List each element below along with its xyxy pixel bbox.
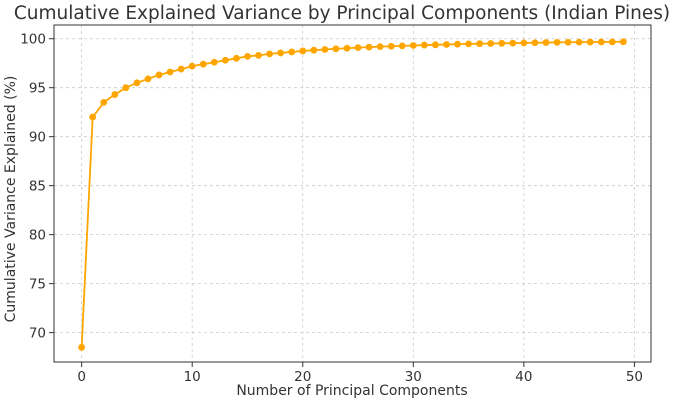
data-point	[122, 84, 130, 92]
data-point	[509, 39, 517, 47]
data-point	[78, 343, 86, 351]
data-point	[155, 71, 163, 79]
data-point	[465, 40, 472, 48]
x-tick-label: 0	[77, 369, 86, 385]
data-point	[608, 38, 616, 46]
data-point	[520, 39, 528, 47]
data-point	[310, 46, 318, 54]
y-tick-label: 90	[29, 130, 46, 146]
y-tick-label: 80	[29, 228, 46, 244]
plot-frame	[53, 24, 652, 363]
data-point	[365, 43, 373, 51]
data-point	[387, 42, 395, 50]
y-tick-label: 100	[20, 32, 46, 48]
data-point	[100, 98, 108, 106]
x-tick-label: 10	[184, 369, 201, 385]
data-point	[553, 38, 561, 46]
data-point	[233, 54, 240, 62]
data-point	[177, 65, 185, 73]
y-tick-label: 75	[29, 277, 46, 293]
data-point	[133, 79, 141, 87]
data-point	[299, 47, 307, 55]
data-point	[575, 38, 583, 46]
data-point	[321, 46, 329, 53]
data-point	[619, 38, 627, 46]
data-point	[188, 62, 196, 70]
y-axis-label: Cumulative Variance Explained (%)	[3, 76, 19, 323]
data-point	[498, 39, 506, 47]
data-point	[199, 60, 207, 68]
data-point	[409, 42, 417, 49]
data-point	[476, 40, 484, 48]
data-point	[277, 49, 285, 57]
data-point	[221, 56, 229, 64]
grid-lines	[54, 25, 651, 362]
y-tick-label: 95	[29, 81, 46, 97]
y-tick-label: 70	[29, 326, 46, 342]
data-point	[343, 44, 351, 52]
data-point	[487, 40, 495, 47]
data-point	[564, 38, 572, 46]
series-line-group	[78, 38, 627, 351]
x-axis-label: Number of Principal Components	[236, 383, 467, 399]
data-point	[111, 91, 119, 98]
y-tick-label: 85	[29, 179, 46, 195]
data-point	[354, 44, 362, 52]
data-point	[542, 39, 550, 46]
data-point	[398, 42, 406, 50]
data-point	[210, 58, 218, 66]
data-point	[288, 48, 296, 56]
x-tick-label: 40	[515, 369, 532, 385]
data-point	[332, 45, 340, 53]
x-tick-label: 30	[405, 369, 422, 385]
data-point	[420, 41, 428, 49]
axes: 0 10 20 30 40 50 70 75 80 85 90 95 100	[20, 24, 652, 385]
data-point	[89, 113, 97, 121]
data-point	[144, 75, 152, 83]
x-tick-label: 20	[294, 369, 311, 385]
data-point	[586, 38, 594, 46]
data-point	[255, 51, 262, 59]
x-tick-label: 50	[626, 369, 643, 385]
data-point	[454, 40, 461, 48]
data-point	[376, 43, 384, 51]
data-point	[244, 52, 251, 60]
chart-title: Cumulative Explained Variance by Princip…	[14, 3, 670, 24]
data-point	[166, 68, 174, 76]
data-point	[432, 41, 439, 49]
data-point	[597, 38, 605, 46]
data-point	[266, 50, 273, 58]
data-point	[531, 39, 539, 47]
data-point	[443, 41, 450, 48]
